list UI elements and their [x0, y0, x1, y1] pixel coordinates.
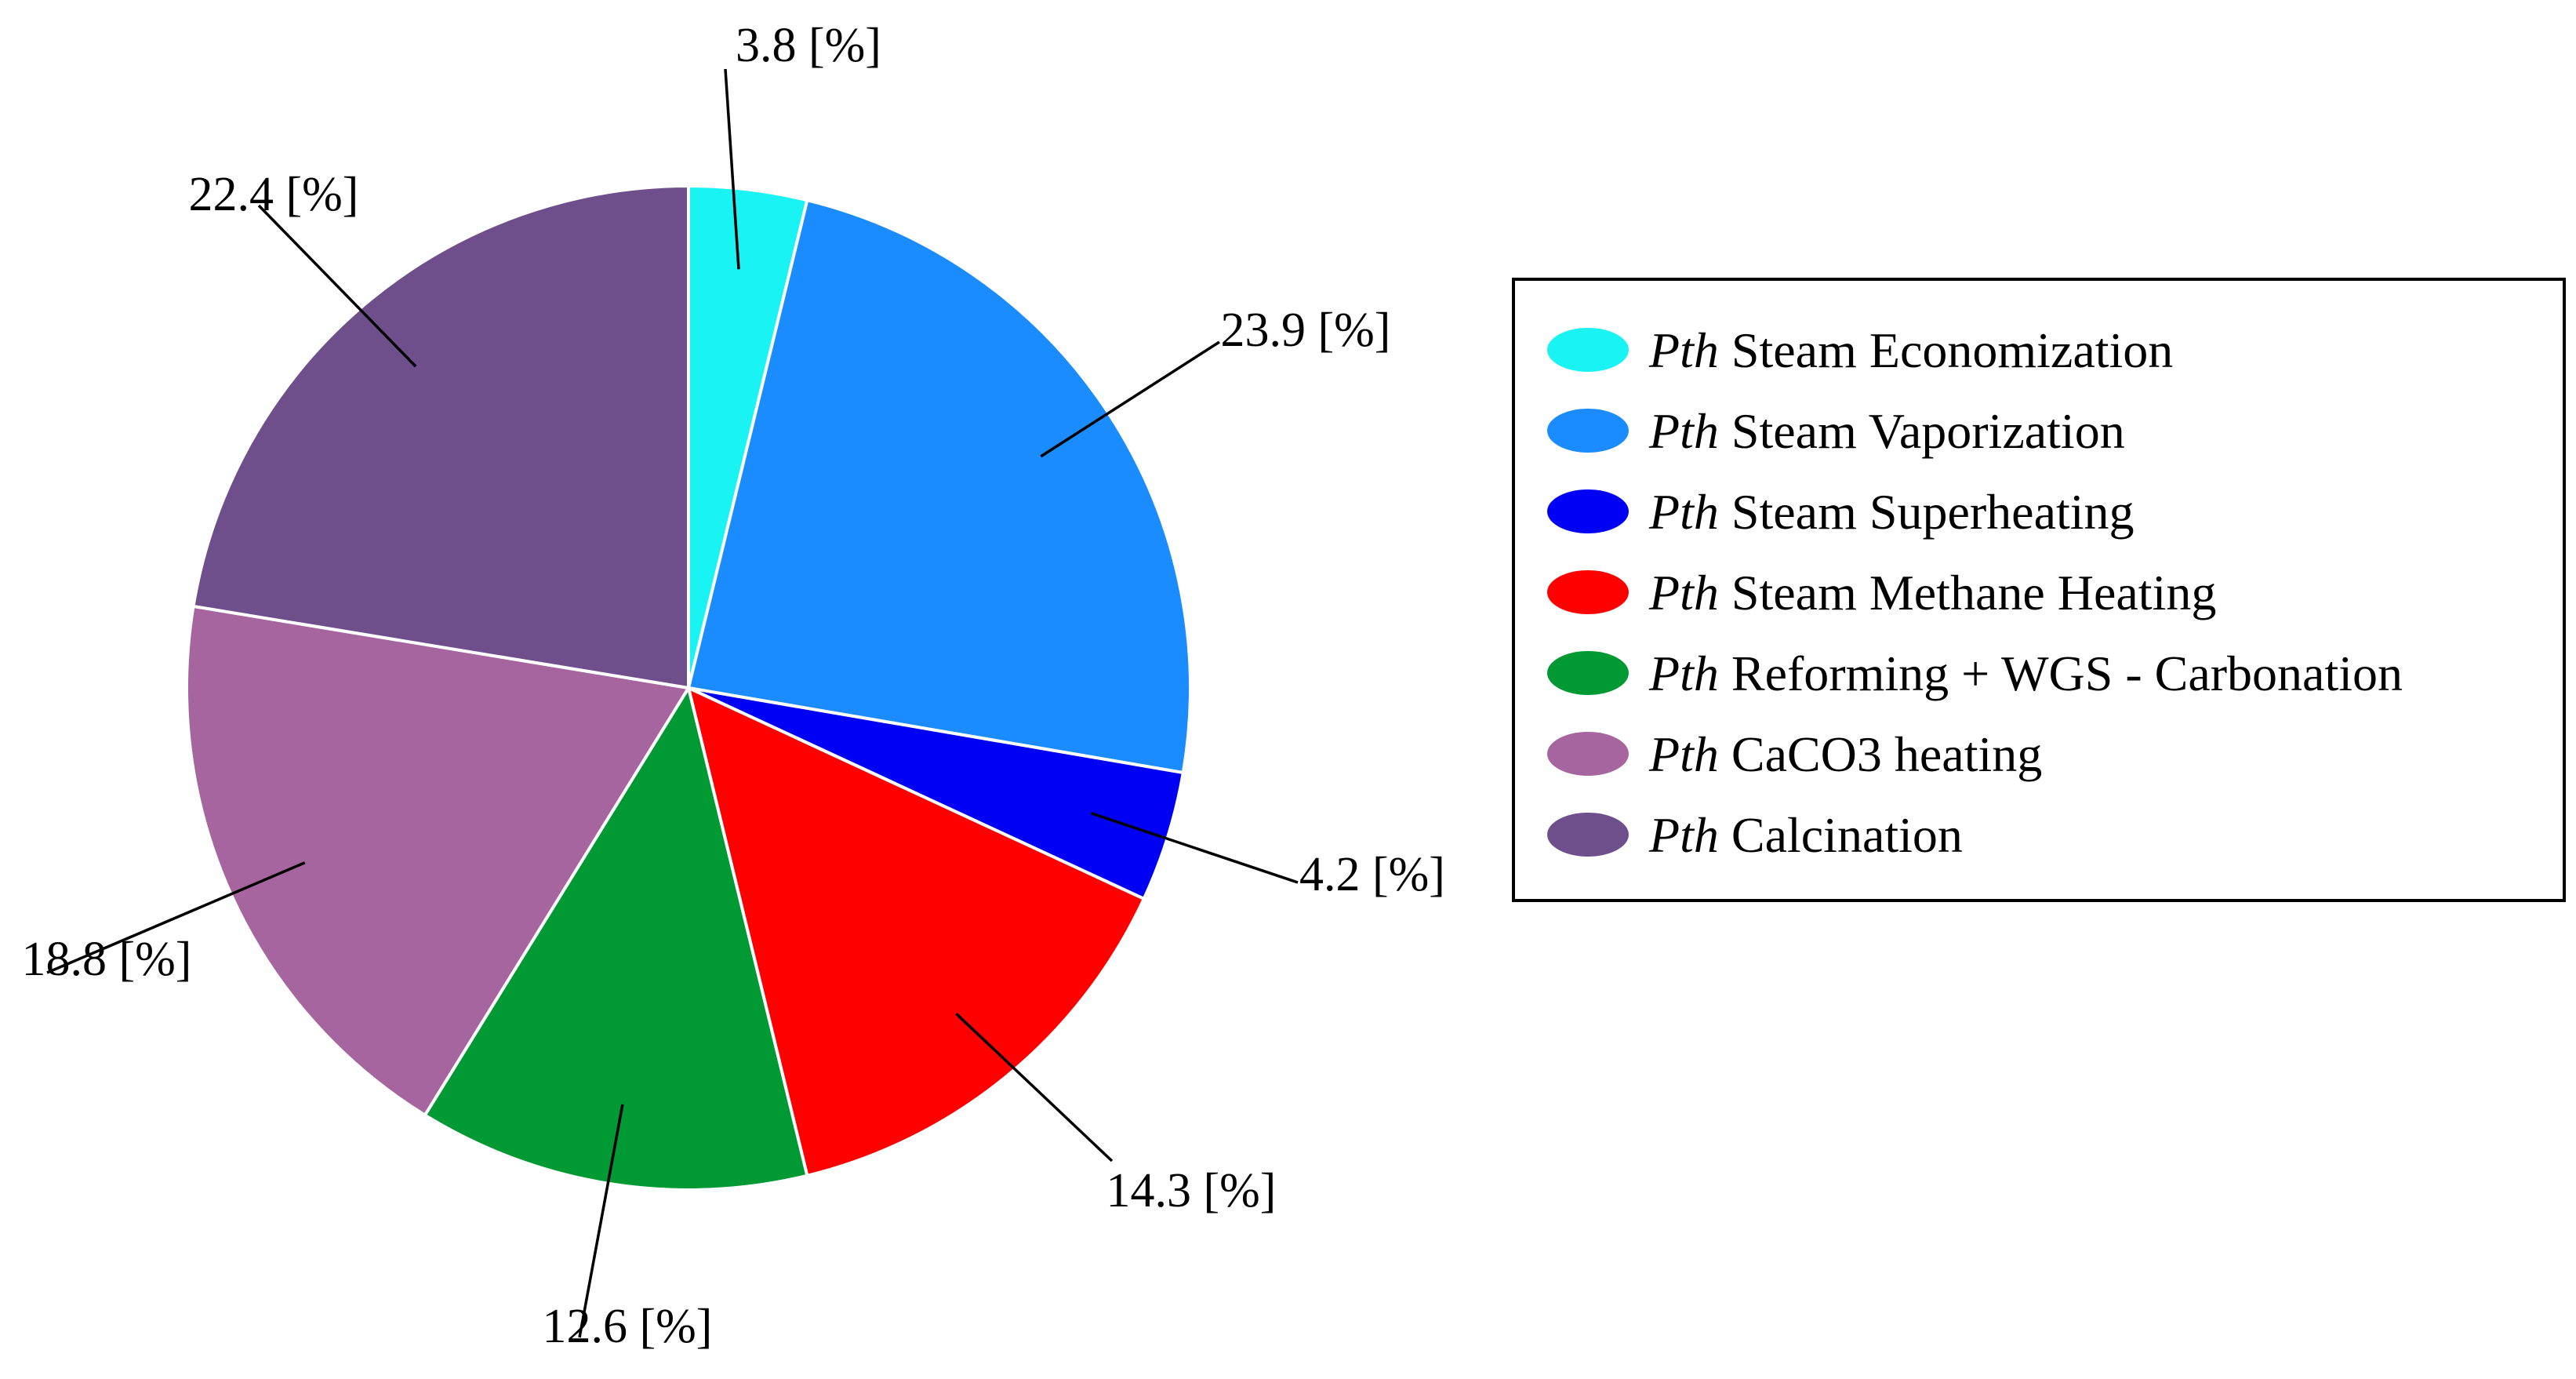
data-label-7: 22.4 [%]: [189, 168, 359, 221]
legend: Pth Steam Economization Pth Steam Vaporiz…: [1512, 278, 2566, 902]
leader-line-2: [1040, 340, 1220, 458]
legend-swatch-3: [1547, 489, 1629, 533]
legend-swatch-4: [1547, 570, 1629, 614]
legend-swatch-7: [1547, 813, 1629, 857]
leader-line-4: [955, 1013, 1114, 1163]
leader-line-3: [1090, 812, 1299, 884]
legend-swatch-6: [1547, 732, 1629, 776]
pie-slice-6: [184, 604, 692, 1118]
leader-line-1: [724, 68, 740, 270]
label-leader-lines: [46, 68, 1299, 1338]
data-label-3: 4.2 [%]: [1299, 848, 1445, 901]
data-label-5: 12.6 [%]: [543, 1300, 713, 1353]
legend-label-2: Pth Steam Vaporization: [1648, 403, 2125, 459]
pie-slice-5: [423, 683, 809, 1192]
data-label-1: 3.8 [%]: [736, 19, 881, 72]
legend-swatch-2: [1547, 409, 1629, 453]
pie-slice-3: [688, 686, 1186, 901]
data-label-2: 23.9 [%]: [1221, 304, 1391, 357]
leader-line-5: [578, 1104, 624, 1338]
legend-label-7: Pth Calcination: [1648, 807, 1963, 863]
pie-slices: [184, 184, 1192, 1192]
leader-line-6: [46, 861, 306, 974]
legend-swatch-1: [1547, 328, 1629, 372]
legend-label-5: Pth Reforming + WGS - Carbonation: [1648, 646, 2403, 701]
data-label-6: 18.8 [%]: [22, 933, 192, 986]
pie-slice-4: [686, 685, 1146, 1178]
pie-slice-7: [191, 184, 690, 690]
data-labels: 3.8 [%] 23.9 [%] 4.2 [%] 14.3 [%] 12.6 [%] 18…: [22, 19, 1445, 1353]
legend-swatch-5: [1547, 651, 1629, 695]
legend-label-3: Pth Steam Superheating: [1648, 484, 2135, 540]
leader-line-7: [257, 204, 417, 368]
legend-label-1: Pth Steam Economization: [1648, 322, 2173, 378]
data-label-4: 14.3 [%]: [1106, 1164, 1277, 1217]
legend-label-4: Pth Steam Methane Heating: [1648, 565, 2216, 620]
legend-box: [1512, 278, 2566, 902]
legend-label-6: Pth CaCO3 heating: [1648, 726, 2042, 782]
